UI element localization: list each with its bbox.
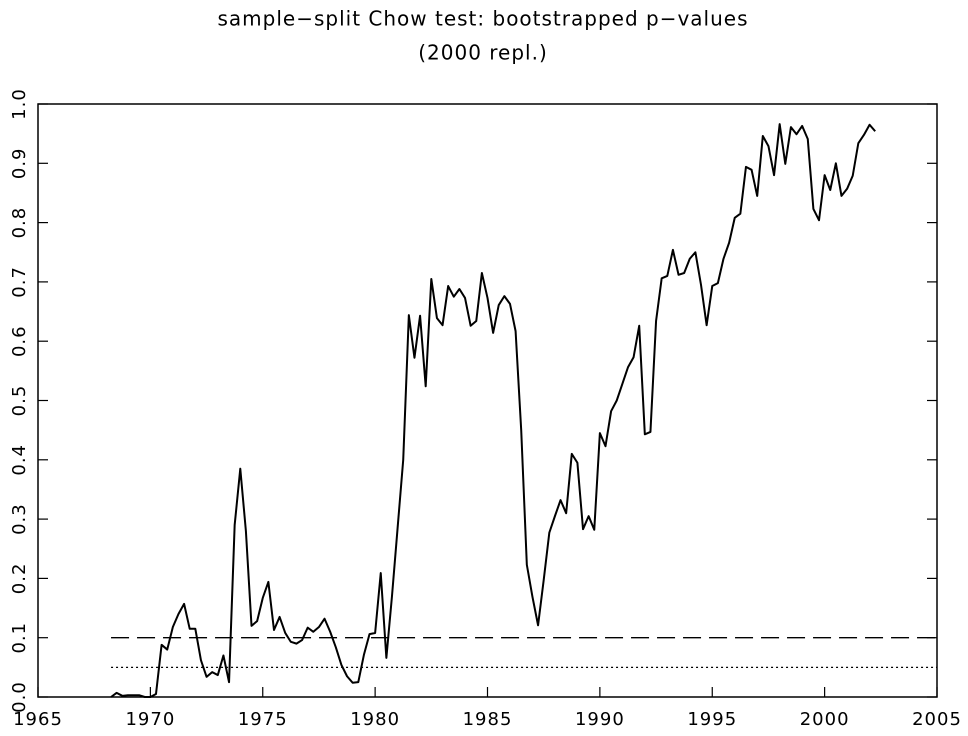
x-tick-label: 2000: [800, 709, 850, 730]
plot-frame: [37, 103, 938, 698]
x-tick-label: 1980: [350, 709, 400, 730]
y-tick-label: 0.9: [9, 147, 30, 179]
y-tick-label: 0.8: [9, 207, 30, 239]
x-tick-label: 1975: [238, 709, 288, 730]
x-tick-label: 1990: [575, 709, 625, 730]
chart-title: sample−split Chow test: bootstrapped p−v…: [218, 7, 749, 31]
x-tick-label: 1995: [687, 709, 737, 730]
y-tick-label: 0.4: [9, 444, 30, 476]
x-tick-label: 2005: [912, 709, 962, 730]
data-line: [110, 123, 876, 698]
y-tick-label: 0.5: [9, 385, 30, 417]
y-tick-label: 0.2: [9, 563, 30, 595]
x-tick-label: 1965: [13, 709, 63, 730]
y-tick-label: 0.7: [9, 266, 30, 298]
y-tick-label: 0.0: [9, 681, 30, 713]
chart-subtitle: (2000 repl.): [418, 41, 548, 65]
y-tick-label: 1.0: [9, 88, 30, 120]
y-tick-label: 0.1: [9, 622, 30, 654]
y-tick-label: 0.3: [9, 503, 30, 535]
x-tick-label: 1970: [125, 709, 175, 730]
x-tick-label: 1985: [463, 709, 513, 730]
y-tick-label: 0.6: [9, 325, 30, 357]
